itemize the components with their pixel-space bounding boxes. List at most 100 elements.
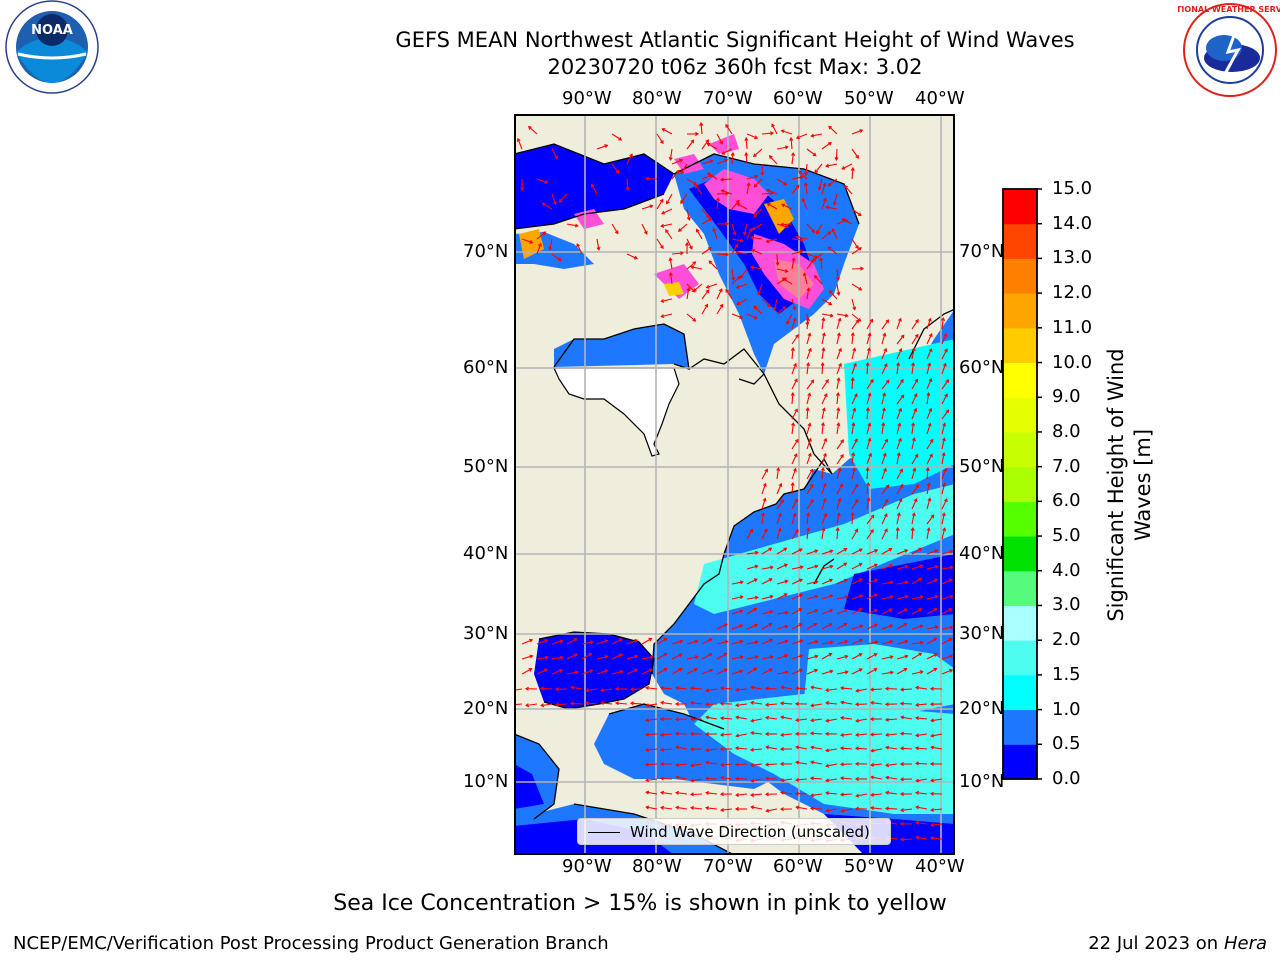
wind-wave-arrow xyxy=(835,148,838,161)
wind-wave-arrowhead xyxy=(844,578,849,583)
wind-wave-arrowhead xyxy=(850,166,855,171)
wind-wave-arrow xyxy=(745,137,748,150)
wind-wave-arrowhead xyxy=(777,512,782,517)
wind-wave-arrow xyxy=(821,594,833,600)
wind-wave-arrowhead xyxy=(765,239,770,244)
wind-wave-arrow xyxy=(581,653,592,660)
colorbar-tick-label: 12.0 xyxy=(1052,282,1093,304)
wind-wave-arrow xyxy=(761,668,773,675)
wind-wave-arrow xyxy=(901,716,913,720)
wind-wave-arrowhead xyxy=(660,245,664,250)
wind-wave-arrowhead xyxy=(753,667,758,672)
wind-wave-arrowhead xyxy=(814,594,819,599)
wind-wave-arrowhead xyxy=(795,334,799,338)
wind-wave-arrowhead xyxy=(754,174,759,179)
wind-wave-arrowhead xyxy=(799,654,804,659)
wind-wave-arrowhead xyxy=(867,392,872,397)
wind-wave-arrowhead xyxy=(692,261,697,265)
wind-wave-arrowhead xyxy=(764,702,769,707)
wind-wave-arrow xyxy=(716,133,723,144)
wind-wave-arrowhead xyxy=(559,639,564,644)
wind-wave-arrow xyxy=(680,163,688,174)
wind-wave-arrow xyxy=(767,203,778,210)
wind-wave-arrowhead xyxy=(618,653,623,658)
wind-wave-arrowhead xyxy=(804,171,809,176)
legend-label: Wind Wave Direction (unscaled) xyxy=(630,823,870,841)
wind-wave-arrowhead xyxy=(780,715,785,720)
wind-wave-arrow xyxy=(851,267,864,270)
wind-wave-arrow xyxy=(701,304,708,315)
wind-wave-arrow xyxy=(671,252,683,255)
wind-wave-arrow xyxy=(670,273,673,285)
wind-wave-arrowhead xyxy=(723,668,728,673)
wind-wave-arrowhead xyxy=(945,379,950,384)
wind-wave-arrow xyxy=(911,484,919,495)
wind-wave-arrowhead xyxy=(659,761,664,766)
wind-wave-arrowhead xyxy=(854,702,859,707)
wind-wave-arrowhead xyxy=(663,652,668,657)
wind-wave-arrowhead xyxy=(825,379,829,383)
wind-wave-arrowhead xyxy=(870,806,875,811)
wind-wave-arrowhead xyxy=(858,668,863,672)
wind-wave-arrowhead xyxy=(927,362,932,367)
wind-wave-arrow xyxy=(776,178,787,186)
wind-wave-arrow xyxy=(941,528,946,540)
wind-wave-arrowhead xyxy=(882,392,887,397)
wind-wave-arrowhead xyxy=(899,762,904,767)
wind-wave-arrowhead xyxy=(708,260,713,265)
wind-wave-arrowhead xyxy=(844,595,849,599)
wind-wave-arrowhead xyxy=(795,760,800,765)
wind-wave-arrow xyxy=(725,289,733,300)
wind-wave-arrow xyxy=(731,268,735,280)
wind-wave-arrowhead xyxy=(913,393,918,398)
wind-wave-arrow xyxy=(836,318,841,330)
wind-wave-arrowhead xyxy=(679,251,684,256)
wind-wave-arrowhead xyxy=(707,247,712,251)
wind-wave-arrow xyxy=(926,626,938,630)
wind-wave-arrow xyxy=(514,703,523,706)
wind-wave-arrow xyxy=(851,608,862,615)
wind-wave-arrowhead xyxy=(769,565,774,570)
wind-wave-arrowhead xyxy=(884,528,888,533)
wind-wave-arrowhead xyxy=(899,468,903,473)
wind-wave-arrow xyxy=(551,640,563,645)
wind-wave-arrow xyxy=(791,153,794,165)
wind-wave-arrowhead xyxy=(789,136,794,141)
wind-wave-arrow xyxy=(521,639,533,645)
wind-wave-arrowhead xyxy=(675,790,680,795)
wind-wave-arrow xyxy=(706,283,718,289)
wind-wave-arrowhead xyxy=(885,319,890,324)
wind-wave-arrowhead xyxy=(857,212,862,217)
wind-wave-arrowhead xyxy=(933,667,938,672)
wind-wave-arrow xyxy=(941,578,953,585)
wind-wave-arrow xyxy=(821,513,827,525)
wind-wave-arrowhead xyxy=(739,624,744,628)
wind-wave-arrow xyxy=(701,208,710,218)
wind-wave-arrow xyxy=(661,791,673,795)
wind-wave-arrow xyxy=(736,716,748,720)
wind-wave-arrow xyxy=(693,283,703,292)
wind-wave-arrow xyxy=(746,624,758,630)
wind-wave-arrow xyxy=(821,313,833,317)
wind-wave-arrow xyxy=(691,702,703,705)
wind-wave-arrowhead xyxy=(798,623,803,627)
wind-wave-arrow xyxy=(911,379,918,390)
wind-wave-arrowhead xyxy=(783,563,788,568)
wind-wave-arrowhead xyxy=(734,762,739,767)
wind-wave-arrow xyxy=(911,671,923,675)
wind-wave-arrowhead xyxy=(858,286,863,291)
wind-wave-arrowhead xyxy=(644,230,648,235)
colorbar-tick-label: 13.0 xyxy=(1052,247,1093,269)
wind-wave-arrow xyxy=(840,777,853,780)
wind-wave-arrowhead xyxy=(706,172,711,177)
wind-wave-arrowhead xyxy=(629,687,634,692)
wind-wave-arrowhead xyxy=(840,700,845,705)
wind-wave-arrowhead xyxy=(686,287,691,292)
wind-wave-arrow xyxy=(716,159,728,165)
wind-wave-arrow xyxy=(720,733,733,736)
wind-wave-arrow xyxy=(851,313,861,322)
wind-wave-arrowhead xyxy=(554,155,558,160)
wind-wave-arrowhead xyxy=(730,151,735,156)
wind-wave-arrow xyxy=(866,333,871,345)
wind-wave-arrowhead xyxy=(764,732,769,737)
